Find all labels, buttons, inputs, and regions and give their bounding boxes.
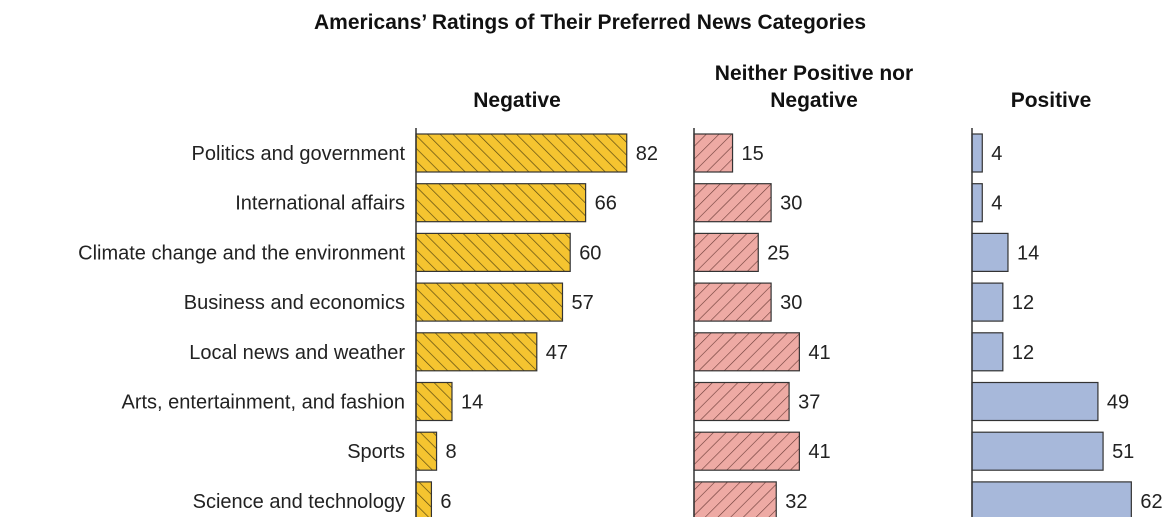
series-panel: 15 30 25 30 41 37 41 32 [693,128,831,517]
series-panel: 4 4 14 12 12 49 51 62 [971,128,1163,517]
value-label: 6 [440,491,451,513]
bar [693,232,759,272]
value-label: 51 [1112,441,1134,463]
value-label: 14 [1017,242,1039,264]
bar [415,133,628,173]
value-label: 41 [808,441,830,463]
category-label: Business and economics [184,292,405,314]
series-panel: 82 66 60 57 47 14 8 6 [415,128,658,517]
panel-title: Positive [1011,89,1092,112]
bar [415,332,538,372]
bar [415,431,438,471]
value-label: 30 [780,292,802,314]
panel-title: Negative [473,89,561,112]
value-label: 66 [595,193,617,215]
bar [693,481,777,517]
chart-title: Americans’ Ratings of Their Preferred Ne… [314,11,866,34]
bar [693,431,800,471]
value-label: 82 [636,143,658,165]
bar [415,183,587,223]
bar [693,183,772,223]
bar [415,381,453,422]
value-label: 12 [1012,292,1034,314]
value-label: 57 [571,292,593,314]
category-label: Sports [347,441,405,463]
value-label: 32 [785,491,807,513]
category-label: Politics and government [192,143,406,165]
bar [693,332,800,372]
panel-title: Negative [770,89,858,112]
value-label: 25 [767,242,789,264]
value-label: 49 [1107,392,1129,414]
category-label: Climate change and the environment [78,242,405,264]
value-label: 8 [446,441,457,463]
bar [415,481,433,517]
bar [971,381,1099,422]
bar [693,282,772,322]
bar [971,133,983,173]
bar [415,282,564,322]
category-label: International affairs [235,193,405,215]
value-label: 62 [1140,491,1162,513]
bar [971,282,1004,322]
category-labels: Politics and government International aff… [78,143,405,513]
value-label: 30 [780,193,802,215]
panel-titles: Negative Neither Positive nor Negative Posi… [473,62,1091,112]
value-label: 37 [798,392,820,414]
bar [971,332,1004,372]
category-label: Local news and weather [189,342,405,364]
value-label: 41 [808,342,830,364]
value-label: 4 [991,143,1002,165]
value-label: 12 [1012,342,1034,364]
bar [971,232,1009,272]
bar [415,232,571,272]
panel-title: Neither Positive nor [715,62,913,85]
value-label: 15 [742,143,764,165]
bar-panels: 82 66 60 57 47 14 8 6 15 30 25 30 41 37 41 32 4 4 14 12 12 49… [415,128,1163,517]
bar [971,431,1104,471]
category-label: Science and technology [193,491,405,513]
bar [971,481,1132,517]
value-label: 47 [546,342,568,364]
bar [693,133,734,173]
bar [693,381,790,422]
value-label: 60 [579,242,601,264]
bar [971,183,983,223]
category-label: Arts, entertainment, and fashion [122,392,406,414]
value-label: 14 [461,392,483,414]
value-label: 4 [991,193,1002,215]
